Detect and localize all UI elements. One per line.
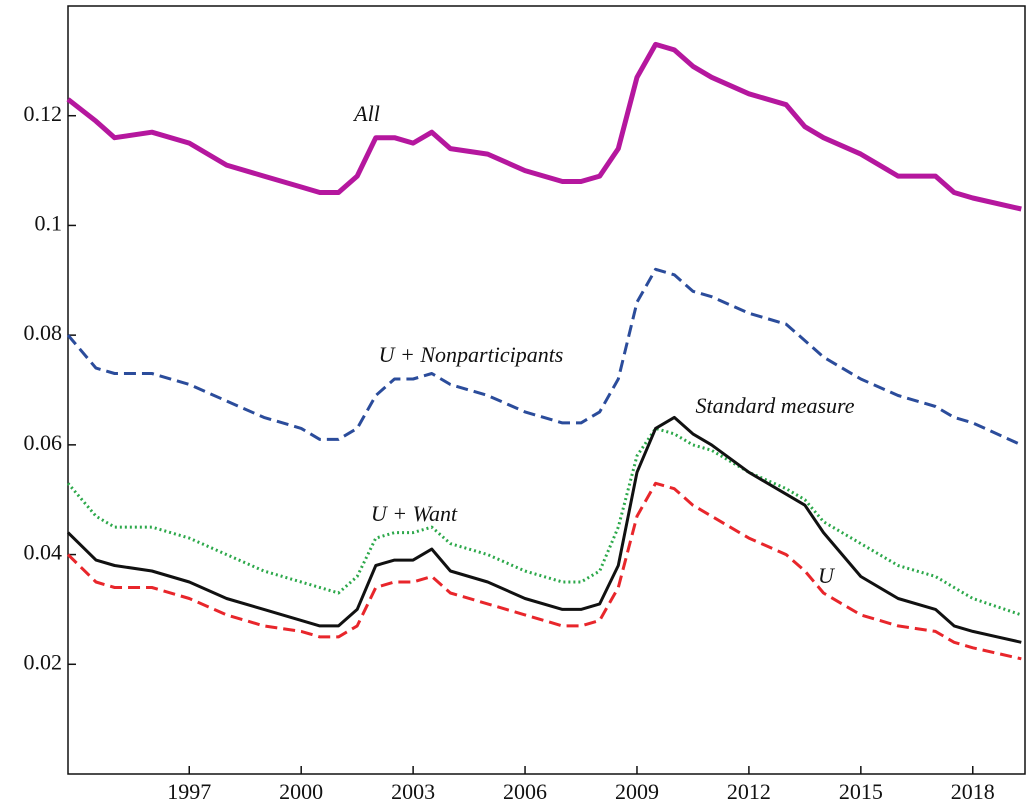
x-tick-label: 1997 <box>167 779 211 804</box>
series-label: U <box>818 563 836 588</box>
plot-frame <box>67 5 1026 775</box>
y-tick-label: 0.1 <box>35 210 63 235</box>
y-tick-label: 0.08 <box>24 320 63 345</box>
y-tick-label: 0.04 <box>24 540 63 565</box>
x-tick-label: 2009 <box>615 779 659 804</box>
series-line <box>66 415 1022 644</box>
series-label: U + Want <box>371 501 458 526</box>
x-tick-label: 2003 <box>391 779 435 804</box>
series-label: All <box>352 101 380 126</box>
series-line <box>66 481 1022 661</box>
y-tick-label: 0.12 <box>24 101 63 126</box>
series-label: U + Nonparticipants <box>379 342 564 367</box>
series-label: Standard measure <box>695 393 854 418</box>
y-tick-label: 0.06 <box>24 430 63 455</box>
x-tick-label: 2000 <box>279 779 323 804</box>
x-tick-label: 2006 <box>503 779 547 804</box>
y-tick-label: 0.02 <box>24 649 63 674</box>
x-tick-label: 2015 <box>839 779 883 804</box>
series-line <box>66 41 1022 212</box>
series-line <box>66 267 1022 447</box>
x-tick-label: 2012 <box>727 779 771 804</box>
x-tick-label: 2018 <box>951 779 995 804</box>
